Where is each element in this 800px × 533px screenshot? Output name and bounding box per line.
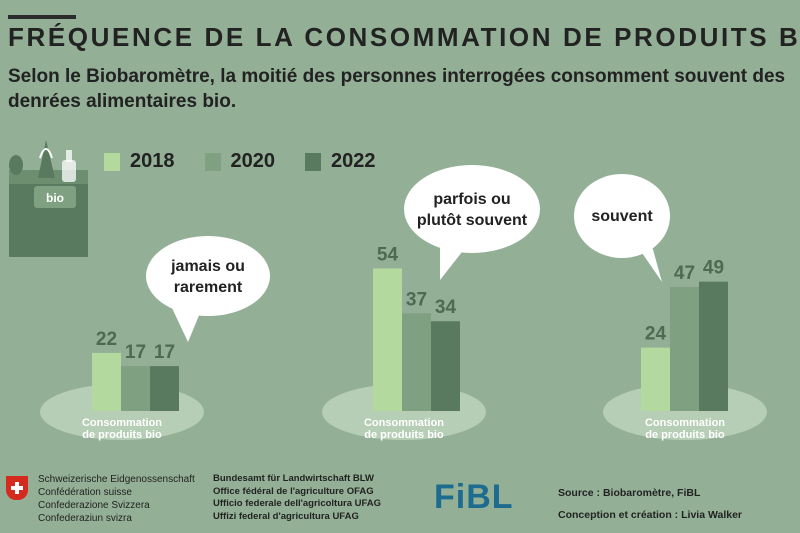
data-label: 54: [377, 244, 399, 265]
source-line: Source : Biobaromètre, FiBL: [558, 487, 700, 499]
category-label: jamais ou: [170, 258, 245, 275]
data-label: 49: [703, 258, 724, 279]
legend-swatch-2020: [204, 152, 221, 171]
bar-2020-group-1: [121, 366, 150, 411]
legend-item-2020: 2020: [204, 150, 276, 173]
credit-label: Conception et création :: [558, 509, 679, 521]
bar-2022-group-3: [699, 281, 728, 411]
federal-line: Confederaziun svizra: [38, 513, 132, 524]
data-label: 17: [154, 342, 175, 363]
data-label: 37: [406, 289, 427, 310]
category-label: parfois ou: [433, 191, 510, 208]
group-label: Consommation: [645, 417, 725, 429]
federal-line: Schweizerische Eidgenossenschaft: [38, 474, 195, 485]
bar-2020-group-3: [670, 286, 699, 411]
legend-swatch-2018: [104, 152, 120, 171]
data-label: 47: [674, 263, 695, 284]
category-label: souvent: [591, 208, 653, 225]
federal-line: Confederazione Svizzera: [38, 500, 150, 511]
speech-bubble: [146, 236, 270, 316]
legend-swatch-2022: [305, 152, 321, 171]
source-label: Source :: [558, 487, 601, 499]
federal-identity: Schweizerische Eidgenossenschaft Confédé…: [38, 473, 195, 525]
source-value: Biobaromètre, FiBL: [602, 487, 701, 499]
legend-label-2020: 2020: [230, 150, 276, 172]
bar-2018-group-1: [92, 352, 121, 411]
group-label: Consommation: [82, 417, 162, 429]
data-label: 17: [125, 342, 146, 363]
office-line: Bundesamt für Landwirtschaft BLW: [213, 473, 374, 484]
fibl-logo: FiBL: [434, 478, 514, 516]
page-title: FRÉQUENCE DE LA CONSOMMATION DE PRODUITS…: [8, 22, 800, 52]
credit-value: Livia Walker: [681, 509, 742, 521]
data-label: 24: [645, 324, 667, 345]
office-identity: Bundesamt für Landwirtschaft BLW Office …: [213, 473, 381, 523]
group-label: de produits bio: [364, 429, 444, 441]
category-label: plutôt souvent: [417, 212, 528, 229]
legend: 2018 2020 2022: [104, 150, 376, 173]
data-label: 34: [435, 297, 457, 318]
speech-bubble-tail: [172, 308, 200, 342]
bag-label: bio: [46, 191, 64, 205]
bio-bag-icon: bio: [9, 140, 88, 257]
page-subtitle: Selon le Biobaromètre, la moitié des per…: [8, 66, 786, 112]
legend-item-2022: 2022: [305, 150, 376, 173]
bar-2018-group-3: [641, 347, 670, 411]
office-line: Ufficio federale dell'agricoltura UFAG: [213, 498, 382, 509]
federal-line: Confédération suisse: [38, 487, 132, 498]
bar-2020-group-2: [402, 313, 431, 411]
legend-item-2018: 2018: [104, 150, 175, 173]
title-accent-bar: [8, 15, 76, 19]
bar-2022-group-1: [150, 366, 179, 411]
legend-label-2018: 2018: [130, 150, 175, 172]
bar-2018-group-2: [373, 268, 402, 411]
legend-label-2022: 2022: [331, 150, 376, 172]
group-label: de produits bio: [82, 429, 162, 441]
speech-bubble: [574, 174, 670, 258]
category-label: rarement: [174, 279, 243, 296]
swiss-flag-icon: [6, 476, 28, 500]
office-line: Uffizi federal d'agricultura UFAG: [213, 510, 359, 522]
group-label: Consommation: [364, 417, 444, 429]
bar-2022-group-2: [431, 321, 460, 411]
office-line: Office fédéral de l'agriculture OFAG: [213, 485, 374, 497]
speech-bubble-tail: [440, 244, 462, 280]
data-label: 22: [96, 329, 117, 350]
speech-bubble-tail: [640, 246, 662, 282]
credit-line: Conception et création : Livia Walker: [558, 509, 742, 521]
group-label: de produits bio: [645, 429, 725, 441]
speech-bubble: [404, 165, 540, 253]
